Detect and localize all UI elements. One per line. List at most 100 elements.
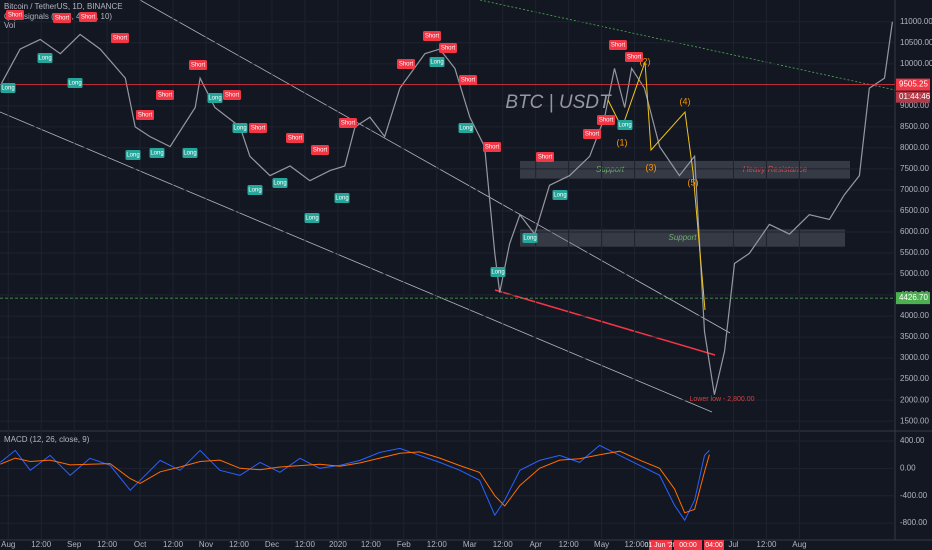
x-tick-label: Mar xyxy=(463,540,477,549)
signal-badge xyxy=(483,142,501,152)
x-tick-label: 12:00 xyxy=(97,540,118,549)
y-tick-label: 4000.00 xyxy=(900,311,929,320)
range-badge xyxy=(674,540,702,550)
y-tick-label: 10500.00 xyxy=(900,38,932,47)
signal-badge xyxy=(247,185,263,195)
signal-badge xyxy=(223,90,241,100)
signal-label: Short xyxy=(251,126,266,132)
signal-badge xyxy=(617,120,633,130)
signal-label: Long xyxy=(553,193,566,199)
signal-badge xyxy=(6,10,24,20)
y-tick-label: -800.00 xyxy=(900,518,928,527)
signal-label: Long xyxy=(335,196,348,202)
signal-badge xyxy=(189,60,207,70)
signal-badge xyxy=(339,118,357,128)
y-tick-label: 0.00 xyxy=(900,463,916,472)
y-tick-label: 400.00 xyxy=(900,436,925,445)
signal-badge xyxy=(232,123,248,133)
y-tick-label: 2500.00 xyxy=(900,374,929,383)
signal-badge xyxy=(490,267,506,277)
signal-label: Short xyxy=(225,93,240,99)
price-line xyxy=(1,21,893,395)
zone xyxy=(520,160,700,179)
signal-label: Short xyxy=(599,118,614,124)
signal-badge xyxy=(79,12,97,22)
signal-label: Short xyxy=(288,136,303,142)
annotation: Lower low - 2,800.00 xyxy=(690,396,755,403)
signal-label: Long xyxy=(430,60,443,66)
x-tick-label: Dec xyxy=(265,540,279,549)
range-label: 01 Jun '20 xyxy=(644,542,676,549)
signal-badge xyxy=(597,115,615,125)
signal-badge xyxy=(397,59,415,69)
y-tick-label: 5000.00 xyxy=(900,269,929,278)
signal-badge xyxy=(439,43,457,53)
panel-title: MACD (12, 26, close, 9) xyxy=(4,435,90,444)
x-tick-label: 12:00 xyxy=(163,540,184,549)
signal-badge xyxy=(286,133,304,143)
y-tick-label: 1500.00 xyxy=(900,416,929,425)
signal-badge xyxy=(182,148,198,158)
x-tick-label: Aug xyxy=(792,540,806,549)
price-badge xyxy=(896,78,930,91)
x-tick-label: Aug xyxy=(1,540,15,549)
signal-label: Long xyxy=(68,81,81,87)
x-tick-label: 2020 xyxy=(329,540,347,549)
y-tick-label: 3500.00 xyxy=(900,332,929,341)
signal-badge xyxy=(423,31,441,41)
signal-badge xyxy=(458,123,474,133)
signal-badge xyxy=(53,13,71,23)
signal-label: Long xyxy=(150,151,163,157)
signal-label: Short xyxy=(113,36,128,42)
signal-label: Long xyxy=(1,86,14,92)
trend-line xyxy=(494,289,716,356)
signal-badge xyxy=(334,193,350,203)
signal-label: Long xyxy=(459,126,472,132)
x-tick-label: May xyxy=(594,540,609,549)
signal-badge xyxy=(111,33,129,43)
signal-label: Long xyxy=(126,153,139,159)
zone xyxy=(700,160,850,179)
wave-label: (4) xyxy=(680,96,691,106)
signal-label: Long xyxy=(233,126,246,132)
y-tick-label: 6000.00 xyxy=(900,227,929,236)
x-tick-label: 12:00 xyxy=(427,540,448,549)
signal-label: Short xyxy=(55,16,70,22)
signal-label: Short xyxy=(313,148,328,154)
signal-label: Long xyxy=(491,270,504,276)
signal-label: Short xyxy=(158,93,173,99)
y-tick-label: 2000.00 xyxy=(900,395,929,404)
wave-label: (2) xyxy=(640,56,651,66)
trend-line xyxy=(0,111,713,413)
signal-label: Long xyxy=(523,236,536,242)
signal-badge xyxy=(522,233,538,243)
signal-badge xyxy=(552,190,568,200)
signal-badge xyxy=(0,83,16,93)
range-badge xyxy=(704,540,724,550)
signal-label: Long xyxy=(248,188,261,194)
signal-badge xyxy=(609,40,627,50)
x-tick-label: 12:00 xyxy=(625,540,646,549)
y-tick-label: 9000.00 xyxy=(900,101,929,110)
y-tick-label: 8000.00 xyxy=(900,143,929,152)
signal-label: Long xyxy=(208,96,221,102)
signal-label: Short xyxy=(399,62,414,68)
wave-label: (3) xyxy=(646,162,657,172)
signal-label: Long xyxy=(183,151,196,157)
signal-badge xyxy=(156,90,174,100)
x-tick-label: Nov xyxy=(199,540,213,549)
signal-label: Short xyxy=(538,155,553,161)
y-tick-label: 7000.00 xyxy=(900,185,929,194)
signal-label: Short xyxy=(191,63,206,69)
price-badge xyxy=(896,292,930,305)
signal-label: Short xyxy=(611,43,626,49)
macd-line xyxy=(0,450,710,514)
x-tick-label: 12:00 xyxy=(756,540,777,549)
signal-badge xyxy=(429,57,445,67)
x-tick-label: 12:00 xyxy=(229,540,250,549)
signal-label: Short xyxy=(8,13,23,19)
signal-label: Short xyxy=(585,132,600,138)
y-tick-label: 10000.00 xyxy=(900,59,932,68)
y-tick-label: 11000.00 xyxy=(900,17,932,26)
